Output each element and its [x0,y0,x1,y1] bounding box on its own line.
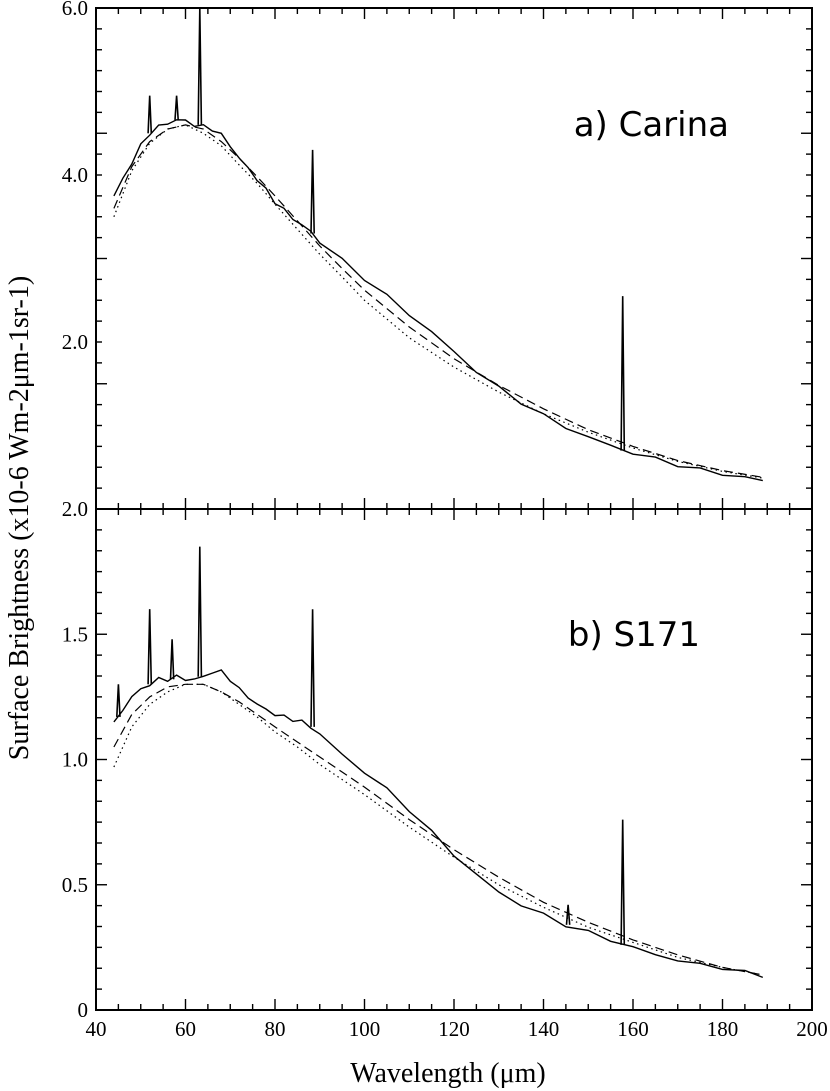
emission-line-peak [116,684,121,717]
series-line-dashed [113,124,763,478]
y-axis-title: Surface Brightness (x10-6 Wm-2μm-1sr-1) [4,276,35,760]
series-line-solid [113,669,764,979]
plot-frame [95,7,813,510]
series-line-dashed [113,683,763,976]
y-tick-label: 4.0 [62,163,88,187]
series-line-dotted [113,683,763,976]
panel-a-carina: 2.0 2.0 4.0 6.0 a) Carina [62,0,813,521]
emission-line-peak [310,609,315,727]
x-tick-label: 100 [349,1017,381,1041]
emission-line-peak [197,546,203,677]
x-tick-label: 60 [175,1017,196,1041]
x-tick-label: 140 [528,1017,560,1041]
emission-line-peak [620,296,626,451]
x-tick-label: 120 [438,1017,470,1041]
y-tick-label: 0.5 [62,873,88,897]
y-tick-label: 1.0 [62,748,88,772]
panel-b-s171: 0 0.5 1.0 1.5 40 60 80 100 120 140 160 180 200 b) S17… [62,508,828,1041]
x-axis-title: Wavelength (μm) [350,1058,545,1089]
y-tick-label: 6.0 [62,0,88,20]
y-tick-label: 1.5 [62,622,88,646]
panel-label: b) S171 [568,615,700,655]
y-tick-label: 2.0 [62,330,88,354]
panel-label: a) Carina [574,105,729,145]
x-tick-label: 160 [617,1017,649,1041]
emission-line-peak [169,639,175,680]
emission-line-peak [174,95,179,120]
emission-line-peak [620,819,626,945]
y-tick-label: 2.0 [62,497,88,521]
x-tick-label: 80 [265,1017,286,1041]
emission-line-peak [310,149,315,234]
x-tick-label: 200 [796,1017,828,1041]
emission-line-peak [147,95,153,134]
x-tick-label: 40 [86,1017,107,1041]
series-line-dotted [113,124,763,479]
plot-frame [95,508,813,1011]
x-tick-label: 180 [707,1017,739,1041]
emission-line-peak [565,904,571,925]
emission-line-peak [147,609,153,685]
y-tick-label: 0 [78,998,89,1022]
series-line-solid [113,119,763,482]
emission-line-peak [197,7,203,125]
